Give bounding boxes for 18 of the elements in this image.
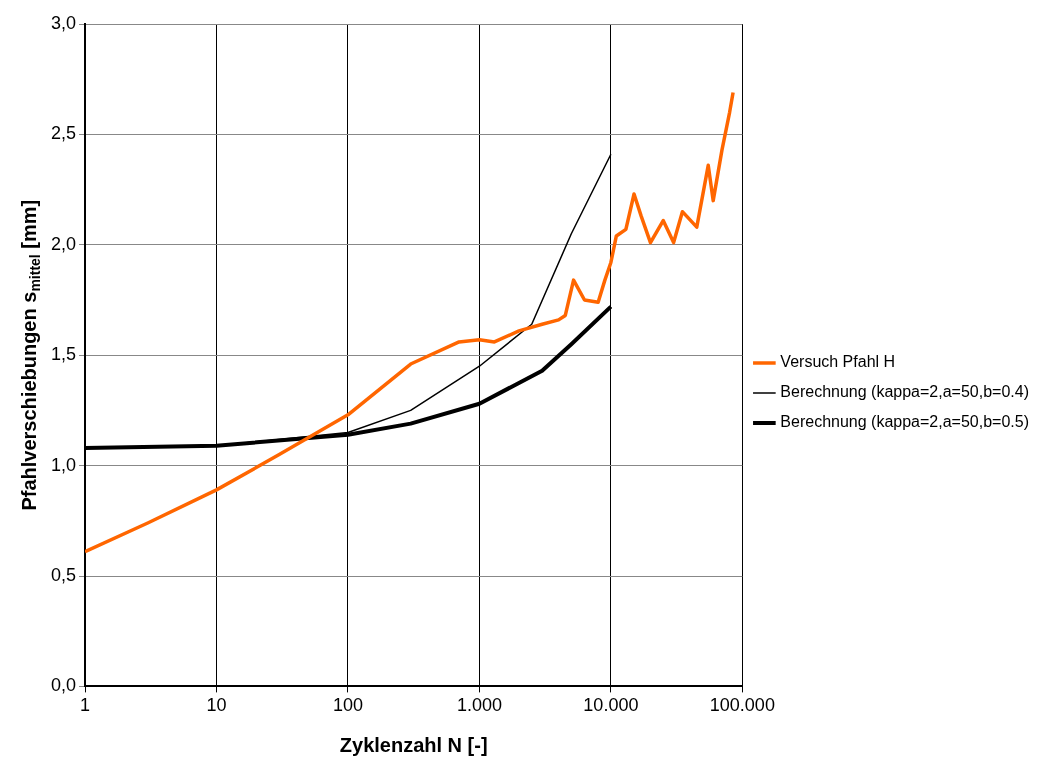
- x-tick-label: 10: [206, 695, 227, 716]
- x-tick-label: 100.000: [709, 695, 775, 716]
- legend-label: Versuch Pfahl H: [780, 353, 896, 371]
- x-tick-label: 10.000: [583, 695, 639, 716]
- y-tick-label: 1,0: [50, 454, 77, 475]
- y-tick-label: 2,0: [50, 233, 77, 254]
- y-tick-label: 3,0: [50, 12, 77, 33]
- x-tick-label: 1.000: [456, 695, 502, 716]
- legend-label: Berechnung (kappa=2,a=50,b=0.4): [780, 383, 1029, 401]
- legend-label: Berechnung (kappa=2,a=50,b=0.5): [780, 413, 1029, 431]
- x-tick-label: 100: [332, 695, 363, 716]
- y-tick-label: 2,5: [50, 123, 77, 144]
- x-axis-title: Zyklenzahl N [-]: [339, 733, 488, 756]
- y-tick-label: 0,5: [50, 564, 77, 585]
- y-tick-label: 0,0: [50, 675, 77, 696]
- x-tick-label: 1: [80, 695, 91, 716]
- y-tick-label: 1,5: [50, 344, 77, 365]
- y-axis-title: Pfahlverschiebungen smittel [mm]: [17, 199, 43, 511]
